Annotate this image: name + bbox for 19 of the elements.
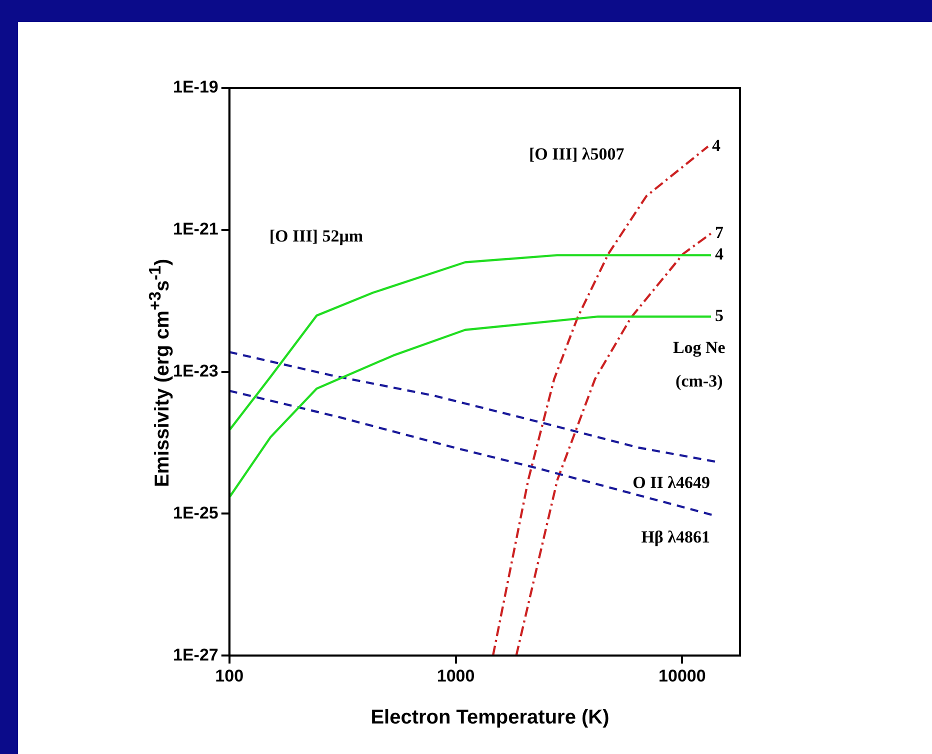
x-axis-title: Electron Temperature (K) — [370, 706, 610, 730]
series-label: 4 — [714, 244, 724, 264]
annotation: Log Ne — [672, 338, 726, 357]
y-tick-label: 1E-27 — [172, 645, 218, 664]
series-label: 7 — [714, 222, 724, 242]
annotation: [O III] 52μm — [269, 226, 364, 246]
series-label: Hβ λ4861 — [641, 527, 710, 546]
annotation: (cm-3) — [676, 371, 723, 390]
series-label: 5 — [714, 306, 724, 325]
series-label: O II λ4649 — [632, 473, 710, 492]
series-label: 4 — [712, 136, 721, 155]
annotation: [O III] λ5007 — [528, 144, 625, 164]
x-tick-label: 100 — [215, 666, 244, 686]
y-tick-label: 1E-23 — [172, 361, 218, 380]
y-tick-label: 1E-19 — [172, 78, 218, 97]
y-tick-label: 1E-25 — [172, 503, 218, 522]
x-tick-label: 1000 — [436, 666, 475, 686]
x-tick-label: 10000 — [658, 666, 706, 686]
y-tick-label: 1E-21 — [172, 220, 218, 239]
